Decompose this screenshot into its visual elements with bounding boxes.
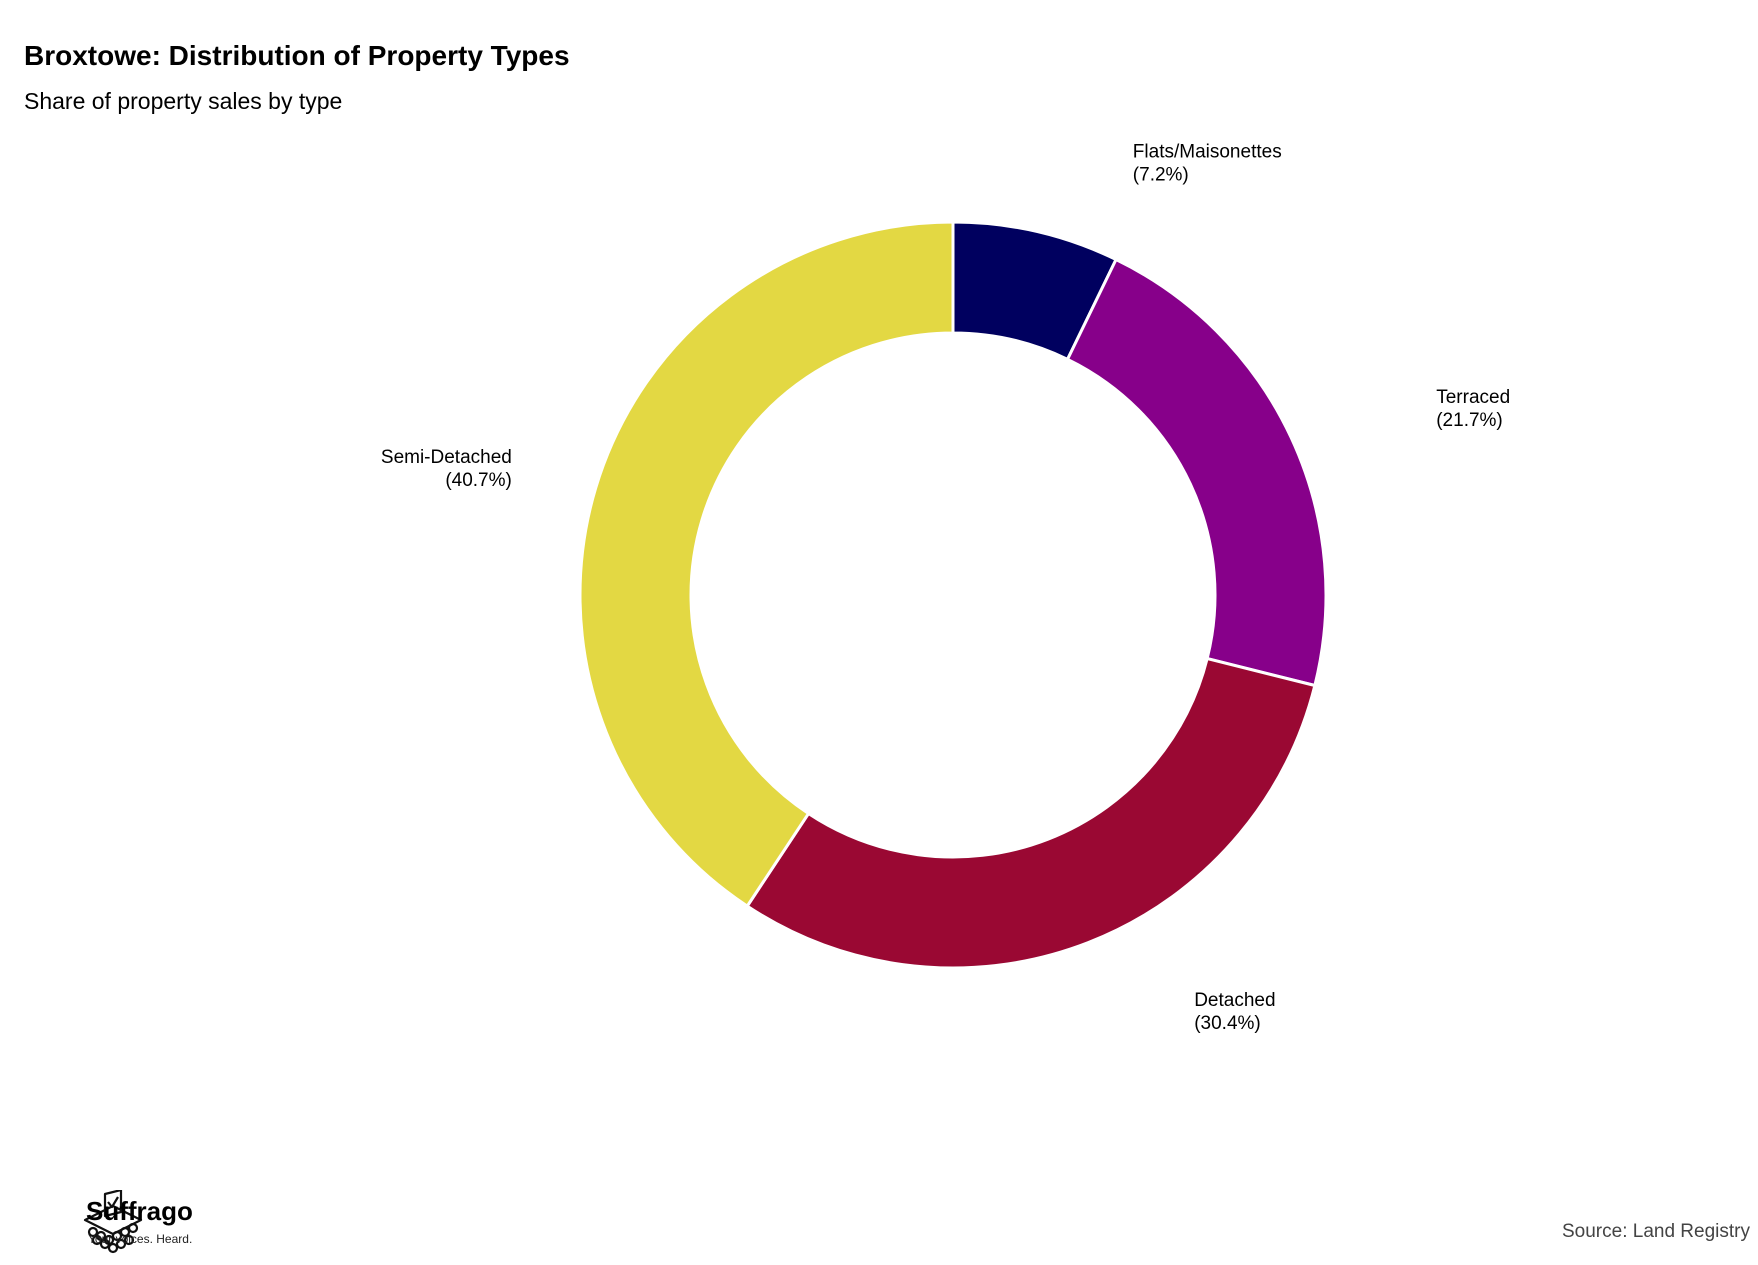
slice-terraced bbox=[1065, 257, 1328, 688]
chart-title: Broxtowe: Distribution of Property Types bbox=[24, 40, 570, 71]
brand-name: Suffrago bbox=[86, 1196, 193, 1226]
slice-label: Detached (30.4%) bbox=[1194, 990, 1275, 1034]
slice-label: Terraced (21.7%) bbox=[1436, 387, 1510, 431]
slice-label-value: (21.7%) bbox=[1436, 410, 1503, 431]
slice-label-value: (40.7%) bbox=[445, 470, 512, 491]
slice-label: Flats/Maisonettes (7.2%) bbox=[1133, 141, 1282, 185]
slice-label-name: Terraced bbox=[1436, 387, 1510, 408]
slice-label-value: (30.4%) bbox=[1194, 1013, 1261, 1034]
source-note: Source: Land Registry bbox=[1562, 1221, 1750, 1242]
slice-semi-detached bbox=[578, 220, 955, 909]
slice-label-name: Detached bbox=[1194, 990, 1275, 1011]
slice-label: Semi-Detached (40.7%) bbox=[381, 447, 512, 491]
slice-detached bbox=[745, 656, 1317, 970]
slice-label-name: Semi-Detached bbox=[381, 447, 512, 468]
chart-subtitle: Share of property sales by type bbox=[24, 88, 343, 114]
brand-tagline: Your voices. Heard. bbox=[88, 1232, 193, 1246]
slice-label-value: (7.2%) bbox=[1133, 164, 1189, 185]
slice-label-name: Flats/Maisonettes bbox=[1133, 141, 1282, 162]
ballot-box-icon bbox=[83, 1190, 143, 1254]
